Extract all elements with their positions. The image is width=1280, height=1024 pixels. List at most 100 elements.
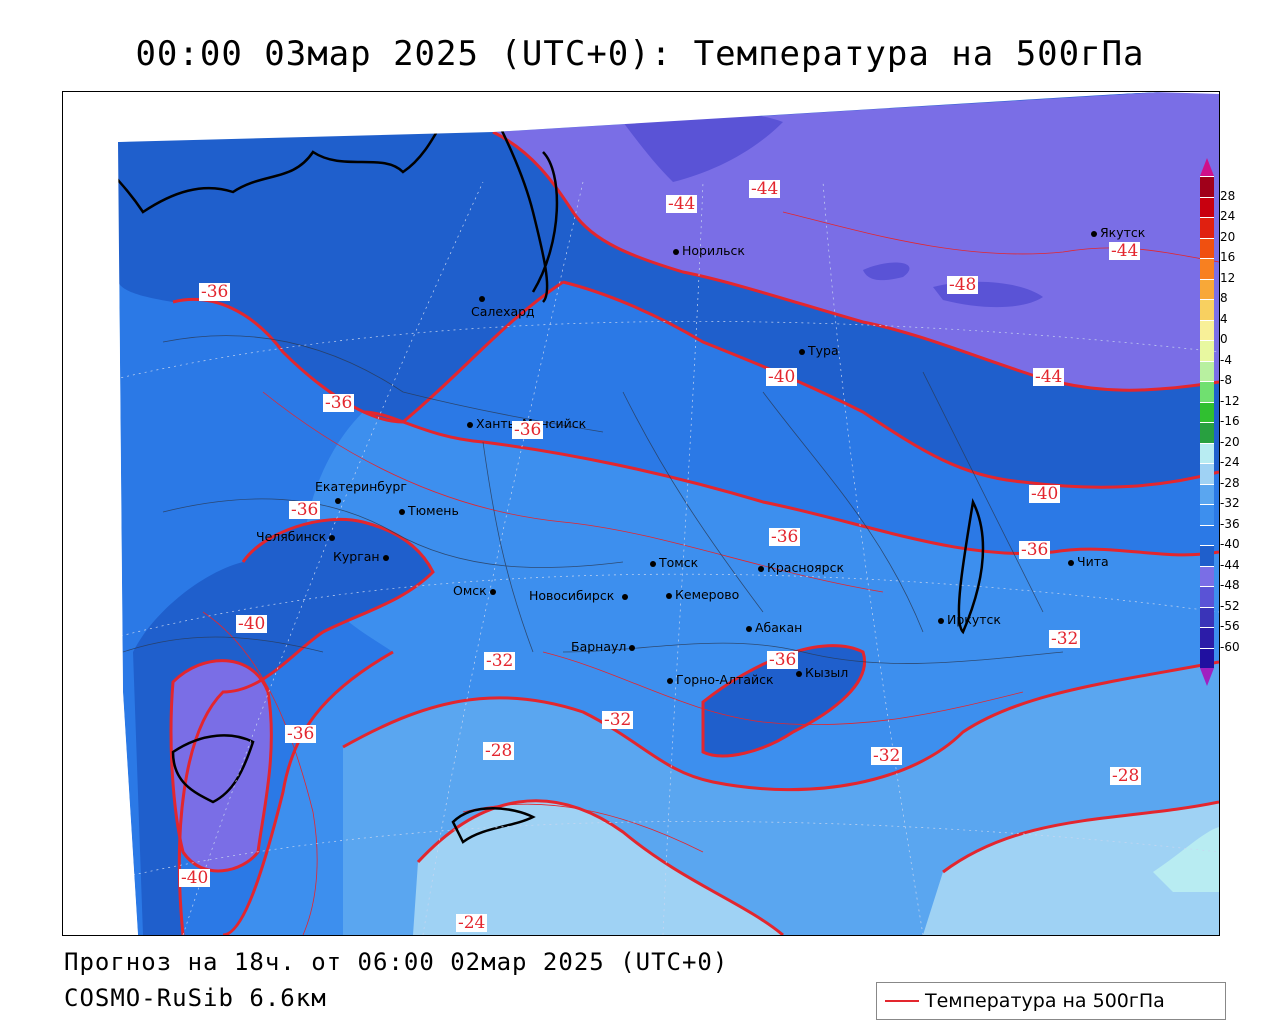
scale-bar [1200, 176, 1214, 668]
scale-top-arrow-icon [1200, 158, 1214, 176]
scale-segment [1200, 340, 1214, 361]
city-label: Екатеринбург [315, 479, 407, 494]
scale-tick-label: -4 [1220, 352, 1232, 367]
city-marker: Горно-Алтайск [667, 672, 774, 687]
scale-tick-label: -24 [1220, 455, 1240, 469]
scale-segment [1200, 360, 1214, 381]
city-dot-icon [399, 508, 405, 515]
city-dot-icon [622, 593, 629, 600]
model-name: COSMO-RuSib 6.6км [64, 984, 327, 1012]
city-dot-icon [673, 248, 679, 255]
scale-segment [1200, 463, 1214, 484]
contour-label: -48 [947, 275, 979, 295]
city-marker: Чита [1068, 554, 1109, 569]
city-marker: Томск [650, 555, 698, 570]
temperature-map: Якутск Норильск Салехард Тура Ханты-Манс… [62, 91, 1220, 936]
contour-label: -44 [1033, 367, 1065, 387]
city-label: Курган [333, 549, 392, 564]
scale-segment [1200, 237, 1214, 258]
city-marker: Абакан [746, 620, 802, 635]
scale-tick-label: 8 [1220, 291, 1228, 305]
scale-segment [1200, 381, 1214, 402]
city-dot-icon [382, 554, 389, 561]
scale-tick-label: -60 [1220, 639, 1240, 654]
color-scale: 28 24 20 16 12 8 4 0 -4 -8 -12 -16 -20 -24 -28 -32 -36 -4… [1200, 158, 1268, 690]
scale-tick-label: -28 [1220, 475, 1240, 490]
scale-tick-label: -8 [1220, 373, 1232, 387]
contour-label: -32 [602, 710, 634, 730]
city-dot-icon [479, 295, 485, 302]
scale-tick-label: -12 [1220, 393, 1240, 408]
scale-segment [1200, 217, 1214, 238]
band-minus-48 [623, 112, 1043, 308]
contour-label: -40 [236, 614, 268, 634]
band-minus-24 [413, 800, 1219, 935]
contour-label: -36 [512, 420, 544, 440]
contour-lines [169, 130, 1219, 935]
city-dot-icon [667, 677, 673, 684]
contour-label: -36 [769, 527, 801, 547]
scale-tick-label: -40 [1220, 537, 1240, 551]
legend: Температура на 500гПа [876, 982, 1226, 1020]
scale-segment [1200, 176, 1214, 197]
city-dot-icon [489, 588, 496, 595]
band-minus-20 [1153, 827, 1219, 892]
scale-tick-label: 16 [1220, 250, 1236, 264]
city-dot-icon [329, 534, 336, 541]
scale-segment [1200, 565, 1214, 586]
scale-segment [1200, 422, 1214, 443]
city-dot-icon [758, 565, 764, 572]
scale-segment [1200, 606, 1214, 627]
city-dot-icon [629, 644, 636, 651]
city-label: Омск [453, 583, 499, 598]
city-marker [479, 290, 488, 305]
scale-segment [1200, 483, 1214, 504]
city-marker: Кемерово [666, 587, 739, 602]
contour-label: -36 [289, 500, 321, 520]
city-dot-icon [746, 625, 752, 632]
scale-segment [1200, 196, 1214, 217]
city-dot-icon [1068, 559, 1074, 566]
scale-segment [1200, 319, 1214, 340]
scale-segment [1200, 545, 1214, 566]
scale-tick-label: 12 [1220, 270, 1236, 285]
contour-label: -44 [666, 194, 698, 214]
scale-segment [1200, 278, 1214, 299]
scale-segment [1200, 258, 1214, 279]
city-marker: Тура [799, 343, 839, 358]
contour-label: -44 [749, 179, 781, 199]
city-dot-icon [666, 592, 672, 599]
city-label: Новосибирск [529, 588, 631, 603]
map-canvas [63, 92, 1219, 935]
city-dot-icon [650, 560, 656, 567]
contour-label: -44 [1109, 241, 1141, 261]
scale-tick-label: -48 [1220, 578, 1240, 592]
scale-tick-label: 24 [1220, 209, 1236, 223]
scale-segment [1200, 504, 1214, 525]
scale-tick-label: -20 [1220, 434, 1240, 449]
scale-segment [1200, 647, 1214, 668]
contour-label: -40 [179, 868, 211, 888]
contour-label: -36 [285, 724, 317, 744]
contour-label: -36 [323, 393, 355, 413]
legend-line-swatch [885, 1000, 919, 1002]
contour-label: -32 [484, 651, 516, 671]
scale-tick-label: -44 [1220, 557, 1240, 572]
scale-tick-label: -32 [1220, 496, 1240, 510]
contour-label: -36 [1019, 540, 1051, 560]
scale-tick-label: -52 [1220, 598, 1240, 613]
contour-label: -40 [766, 367, 798, 387]
city-dot-icon [467, 421, 473, 428]
city-label: Челябинск [256, 529, 338, 544]
thin-contours [202, 211, 1219, 935]
city-dot-icon [335, 497, 341, 504]
city-marker: Красноярск [758, 560, 844, 575]
contour-label: -28 [483, 741, 515, 761]
city-marker: Иркутск [938, 612, 1001, 627]
scale-bottom-arrow-icon [1200, 668, 1214, 686]
city-dot-icon [938, 617, 944, 624]
city-dot-icon [796, 670, 802, 677]
city-marker: Норильск [673, 243, 745, 258]
scale-segment [1200, 299, 1214, 320]
contour-label: -28 [1110, 766, 1142, 786]
